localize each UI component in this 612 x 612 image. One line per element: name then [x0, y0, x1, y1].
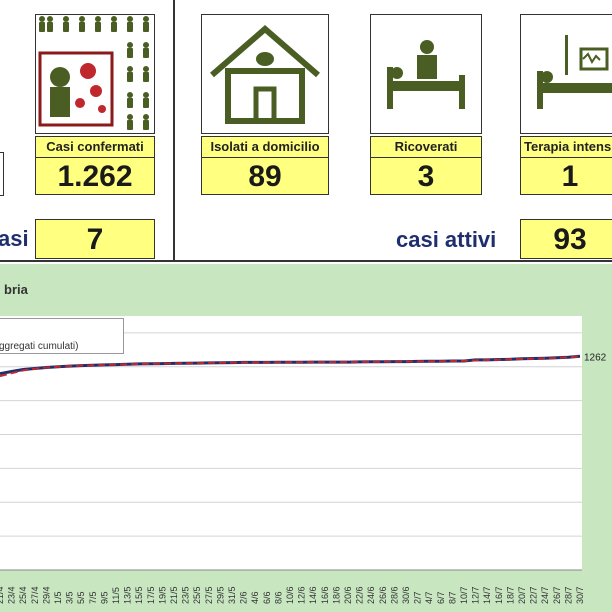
x-tick-label: 26/6	[378, 586, 388, 604]
x-tick-label: 1/5	[53, 591, 63, 604]
x-tick-label: 23/4	[7, 586, 17, 604]
x-tick-label: 4/7	[424, 591, 434, 604]
casi-confermati-value: 1.262	[35, 157, 155, 195]
x-tick-label: 25/4	[18, 586, 28, 604]
casi-attivi-label: casi attivi	[396, 227, 497, 252]
panel-divider-bottom	[0, 260, 612, 262]
icu-bed-icon	[520, 14, 612, 134]
panel-divider-left	[173, 0, 175, 262]
x-tick-label: 30/7	[575, 586, 585, 604]
crowd-virus-icon	[35, 14, 155, 134]
x-tick-label: 2/7	[413, 591, 423, 604]
x-tick-label: 28/6	[389, 586, 399, 604]
x-tick-label: 31/5	[227, 586, 237, 604]
ricoverati-value: 3	[370, 157, 482, 195]
x-tick-label: 12/6	[297, 586, 307, 604]
x-tick-label: 4/6	[250, 591, 260, 604]
x-tick-label: 27/5	[204, 586, 214, 604]
legend-label: ggregati cumulati)	[0, 341, 79, 352]
x-tick-label: 18/6	[331, 586, 341, 604]
end-value-label: 1262	[584, 352, 607, 363]
x-tick-label: 22/7	[529, 586, 539, 604]
hospital-bed-icon	[370, 14, 482, 134]
x-tick-label: 24/7	[540, 586, 550, 604]
x-tick-label: 2/6	[239, 591, 249, 604]
x-tick-label: 26/7	[552, 586, 562, 604]
x-tick-label: 10/6	[285, 586, 295, 604]
x-tick-label: 28/7	[563, 586, 573, 604]
x-tick-label: 25/5	[192, 586, 202, 604]
x-tick-label: 7/5	[88, 591, 98, 604]
x-tick-label: 16/6	[320, 586, 330, 604]
x-tick-label: 12/7	[471, 586, 481, 604]
x-tick-label: 16/7	[494, 586, 504, 604]
x-tick-label: 14/7	[482, 586, 492, 604]
x-tick-label: 9/5	[99, 591, 109, 604]
x-tick-label: 10/7	[459, 586, 469, 604]
x-tick-label: 20/6	[343, 586, 353, 604]
x-tick-label: 20/7	[517, 586, 527, 604]
x-tick-label: 18/7	[505, 586, 515, 604]
x-tick-label: 27/4	[30, 586, 40, 604]
isolati-domicilio-label: Isolati a domicilio	[201, 136, 329, 158]
house-icon	[201, 14, 329, 134]
x-tick-label: 17/5	[146, 586, 156, 604]
x-tick-label: 21/5	[169, 586, 179, 604]
x-tick-label: 22/6	[355, 586, 365, 604]
x-tick-label: 8/6	[273, 591, 283, 604]
chart-legend: ggregati cumulati)	[0, 318, 124, 354]
x-tick-label: 8/7	[447, 591, 457, 604]
x-tick-label: 29/5	[215, 586, 225, 604]
x-tick-label: 14/6	[308, 586, 318, 604]
x-tick-label: 29/4	[41, 586, 51, 604]
nuovi-casi-value: 7	[35, 219, 155, 259]
x-tick-label: 6/6	[262, 591, 272, 604]
x-tick-label: 5/5	[76, 591, 86, 604]
x-tick-label: 6/7	[436, 591, 446, 604]
plot-area	[0, 316, 582, 570]
x-tick-label: 30/6	[401, 586, 411, 604]
x-tick-label: 13/5	[123, 586, 133, 604]
chart-title: bria	[4, 282, 28, 297]
ricoverati-label: Ricoverati	[370, 136, 482, 158]
series-line-1	[0, 354, 581, 376]
x-tick-label: 24/6	[366, 586, 376, 604]
x-tick-label: 19/5	[157, 586, 167, 604]
casi-confermati-label: Casi confermati	[35, 136, 155, 158]
terapia-intensiva-value: 1	[520, 157, 612, 195]
x-tick-label: 3/5	[65, 591, 75, 604]
stats-panel: Casi confermati Isolati a domicilio Rico…	[0, 0, 612, 262]
x-tick-label: 11/5	[111, 587, 121, 604]
terapia-intensiva-label: Terapia intensiva	[520, 136, 612, 158]
x-tick-label: 21/4	[0, 586, 5, 604]
partial-icon-frame	[0, 152, 4, 196]
series-line-2	[0, 355, 581, 378]
x-tick-label: 23/5	[181, 586, 191, 604]
x-tick-label: 15/5	[134, 586, 144, 604]
isolati-domicilio-value: 89	[201, 157, 329, 195]
nuovi-casi-label: asi	[0, 226, 29, 251]
casi-attivi-value: 93	[520, 219, 612, 259]
